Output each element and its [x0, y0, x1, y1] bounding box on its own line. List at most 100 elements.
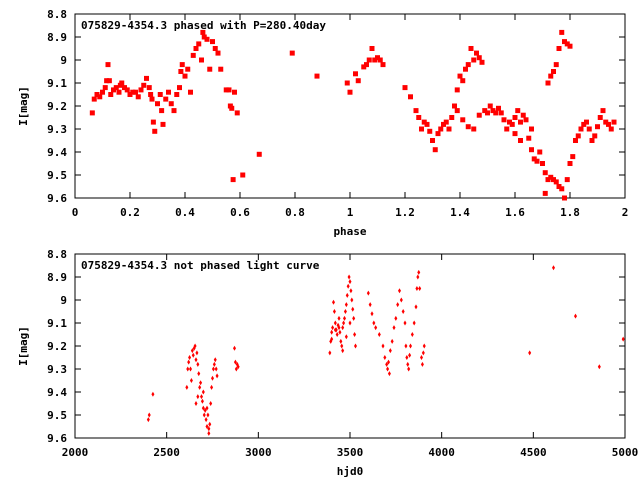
- x-tick-label: 3500: [337, 446, 364, 459]
- x-tick-label: 0.8: [285, 206, 305, 219]
- data-point: [471, 126, 477, 132]
- data-point: [223, 87, 229, 93]
- data-point: [345, 292, 349, 298]
- y-tick-label: 9.2: [47, 100, 67, 113]
- data-point: [454, 87, 460, 93]
- phased-panel: 075829-4354.3 phased with P=280.40day ph…: [17, 8, 628, 238]
- data-point: [133, 89, 138, 95]
- data-point: [420, 361, 424, 367]
- data-point: [403, 320, 407, 326]
- data-point: [487, 103, 493, 109]
- data-point: [383, 355, 387, 360]
- data-point: [344, 302, 348, 308]
- data-point: [232, 89, 237, 95]
- y-tick-label: 8.8: [47, 248, 67, 261]
- y-tick-label: 9.1: [47, 317, 67, 330]
- data-point: [102, 85, 108, 91]
- data-point: [240, 172, 246, 178]
- data-point: [611, 119, 617, 125]
- data-point: [91, 96, 97, 102]
- data-point: [182, 73, 188, 79]
- y-tick-label: 9.5: [47, 409, 67, 422]
- data-point: [551, 177, 556, 183]
- data-point: [562, 195, 567, 201]
- data-point: [127, 92, 133, 97]
- data-point: [553, 62, 559, 68]
- data-point: [190, 348, 194, 354]
- data-point: [449, 115, 455, 120]
- x-tick-label: 1.6: [505, 206, 525, 219]
- data-point: [446, 126, 452, 132]
- data-point: [210, 384, 214, 390]
- data-point: [163, 96, 169, 102]
- data-point: [196, 361, 200, 367]
- y-tick-label: 9.3: [47, 363, 67, 376]
- data-point: [213, 357, 217, 363]
- y-tick-label: 9.4: [47, 386, 67, 399]
- data-point: [584, 119, 589, 125]
- data-point: [387, 371, 391, 377]
- x-tick-label: 3000: [245, 446, 272, 459]
- data-point: [421, 350, 425, 356]
- data-points: [89, 29, 617, 201]
- data-point: [595, 124, 600, 130]
- data-point: [331, 325, 335, 331]
- data-point: [208, 421, 212, 427]
- data-point: [353, 71, 358, 77]
- data-point: [209, 401, 213, 406]
- data-point: [597, 115, 603, 120]
- data-point: [105, 62, 111, 68]
- data-point: [529, 147, 534, 153]
- data-point: [385, 361, 389, 367]
- data-point: [441, 121, 446, 127]
- data-point: [122, 85, 127, 91]
- data-point: [460, 117, 466, 123]
- data-point: [185, 66, 191, 72]
- data-point: [463, 66, 468, 72]
- y-axis-label: I[mag]: [17, 326, 30, 366]
- data-point: [404, 343, 408, 349]
- x-tick-label: 1.2: [395, 206, 415, 219]
- data-point: [343, 309, 347, 314]
- x-tick-label: 4500: [520, 446, 547, 459]
- data-point: [337, 315, 341, 321]
- data-point: [198, 384, 202, 390]
- x-tick-label: 2: [622, 206, 629, 219]
- data-point: [443, 119, 449, 125]
- data-point: [135, 94, 141, 100]
- data-point: [353, 332, 357, 337]
- data-point: [574, 313, 577, 319]
- data-point: [191, 352, 195, 358]
- data-point: [534, 158, 540, 164]
- data-point: [387, 359, 390, 365]
- data-point: [416, 115, 422, 120]
- data-point: [420, 355, 423, 360]
- data-point: [187, 359, 191, 365]
- data-point: [523, 117, 529, 123]
- data-point: [567, 161, 573, 166]
- data-point: [233, 345, 236, 351]
- data-point: [168, 101, 174, 107]
- data-point: [200, 394, 203, 400]
- data-point: [435, 131, 441, 137]
- data-point: [188, 355, 192, 360]
- data-point: [211, 366, 215, 372]
- data-point: [330, 329, 334, 335]
- data-point: [548, 73, 554, 79]
- data-point: [346, 283, 350, 289]
- data-point: [348, 320, 352, 326]
- data-point: [338, 329, 342, 335]
- data-point: [528, 350, 532, 356]
- data-point: [218, 66, 224, 72]
- data-point: [507, 119, 512, 125]
- data-point: [201, 405, 205, 411]
- data-point: [171, 108, 177, 114]
- data-point: [578, 126, 584, 132]
- data-point: [190, 52, 196, 58]
- data-point: [193, 46, 199, 51]
- x-tick-label: 5000: [612, 446, 639, 459]
- data-point: [194, 401, 198, 406]
- data-point: [471, 57, 477, 63]
- data-point: [479, 59, 485, 65]
